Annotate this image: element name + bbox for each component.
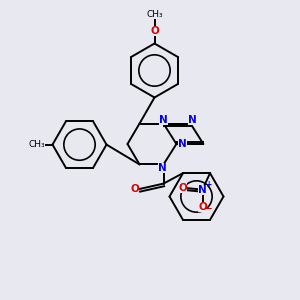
Text: N: N — [158, 163, 167, 173]
Text: O: O — [150, 26, 159, 36]
Text: O: O — [130, 184, 140, 194]
Text: O: O — [198, 202, 207, 212]
Text: N: N — [188, 115, 196, 125]
Text: +: + — [205, 180, 211, 189]
Text: −: − — [204, 204, 212, 213]
Text: N: N — [198, 184, 207, 195]
Text: CH₃: CH₃ — [28, 140, 45, 149]
Text: N: N — [178, 139, 187, 149]
Text: N: N — [159, 115, 168, 125]
Text: O: O — [178, 183, 187, 193]
Text: CH₃: CH₃ — [146, 11, 163, 20]
